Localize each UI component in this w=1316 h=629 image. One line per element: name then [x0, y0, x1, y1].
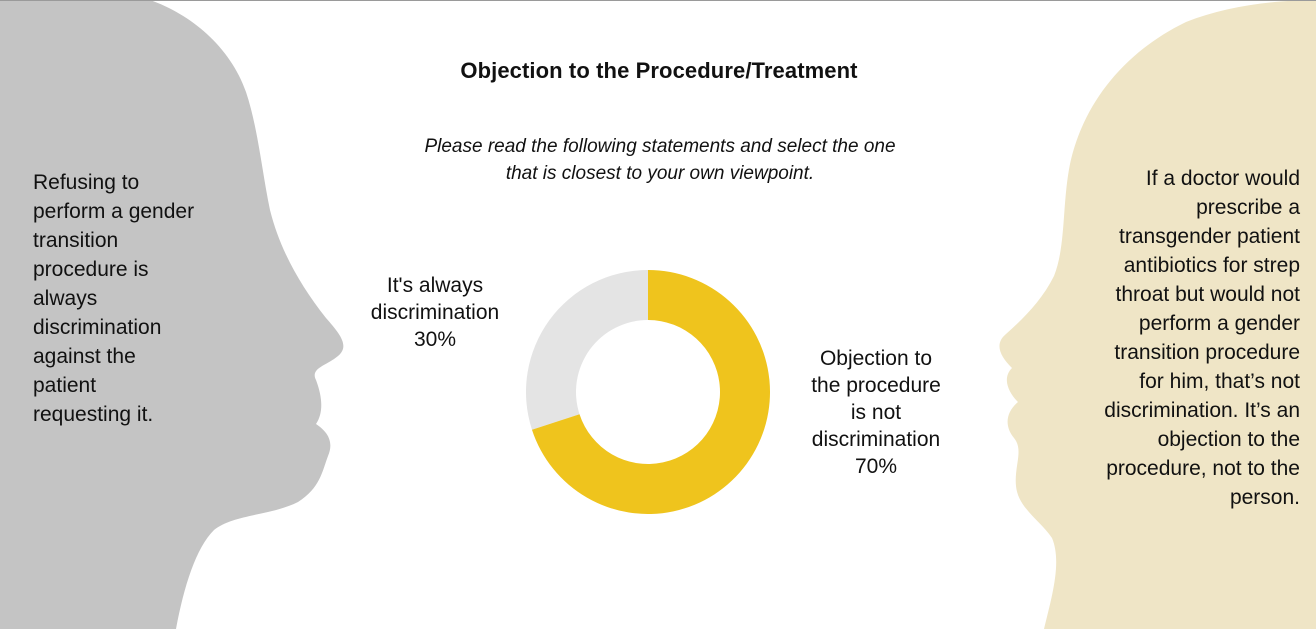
- slice-label-always-discrimination: It's always discrimination 30%: [340, 272, 530, 353]
- slice-label-line: discrimination: [811, 428, 941, 451]
- right-statement-line: throat but would not: [1115, 283, 1300, 306]
- right-statement-line: discrimination. It’s an: [1104, 399, 1300, 422]
- right-statement-line: transgender patient: [1119, 225, 1300, 248]
- left-statement-line: perform a gender: [33, 200, 195, 223]
- slice-always-discrimination: [526, 270, 648, 430]
- right-statement-line: person.: [1229, 486, 1300, 509]
- left-head-silhouette: [0, 0, 344, 629]
- left-statement: Refusing to perform a gender transition …: [33, 168, 268, 429]
- slice-label-line: is not: [850, 401, 902, 424]
- slice-label-objection-not-discrimination: Objection to the procedure is not discri…: [778, 345, 974, 480]
- slice-label-line: Objection to: [819, 347, 933, 370]
- right-statement: If a doctor would prescribe a transgende…: [1030, 164, 1300, 512]
- slice-label-line: the procedure: [811, 374, 941, 397]
- right-head-shape: [999, 0, 1316, 629]
- donut-chart: [526, 270, 770, 514]
- left-statement-line: Refusing to: [33, 171, 140, 194]
- left-statement-line: always: [33, 287, 98, 310]
- right-statement-line: procedure, not to the: [1106, 457, 1300, 480]
- left-statement-line: discrimination: [33, 316, 162, 339]
- chart-title: Objection to the Procedure/Treatment: [0, 58, 1316, 84]
- chart-title-text: Objection to the Procedure/Treatment: [460, 58, 858, 83]
- slice-value-label: 70%: [854, 455, 898, 478]
- left-statement-line: transition: [33, 229, 119, 252]
- left-statement-line: patient: [33, 374, 97, 397]
- left-head-shape: [0, 0, 344, 629]
- left-statement-line: requesting it.: [33, 403, 154, 426]
- right-statement-line: for him, that’s not: [1139, 370, 1300, 393]
- chart-subtitle-line: that is closest to your own viewpoint.: [505, 163, 815, 184]
- right-statement-line: objection to the: [1157, 428, 1300, 451]
- right-statement-line: antibiotics for strep: [1123, 254, 1300, 277]
- right-statement-line: transition procedure: [1114, 341, 1300, 364]
- slice-objection-not-discrimination: [531, 270, 770, 514]
- chart-subtitle: Please read the following statements and…: [340, 133, 980, 187]
- right-statement-line: If a doctor would: [1145, 167, 1300, 190]
- slice-label-line: discrimination: [370, 301, 500, 324]
- slice-value-label: 30%: [413, 328, 457, 351]
- right-statement-line: prescribe a: [1196, 196, 1300, 219]
- left-statement-line: procedure is: [33, 258, 149, 281]
- slice-label-line: It's always: [386, 274, 484, 297]
- left-statement-line: against the: [33, 345, 136, 368]
- right-head-silhouette: [999, 0, 1316, 629]
- chart-subtitle-line: Please read the following statements and…: [424, 136, 896, 157]
- right-statement-line: perform a gender: [1138, 312, 1300, 335]
